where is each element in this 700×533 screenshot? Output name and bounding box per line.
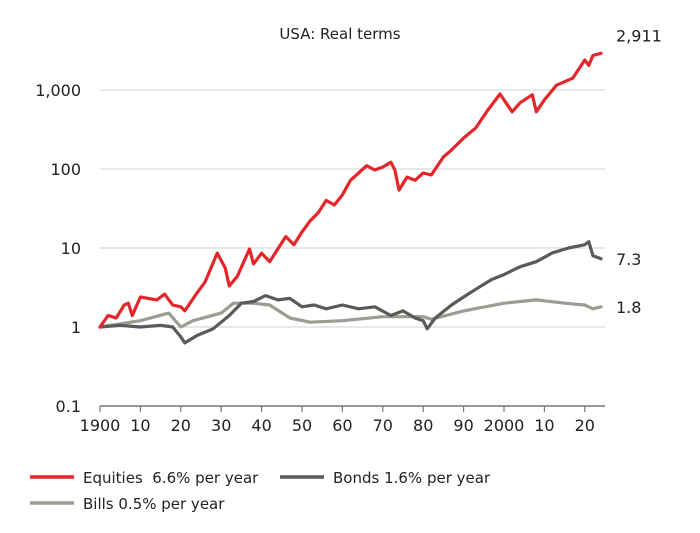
- y-tick-label: 10: [61, 239, 81, 258]
- x-tick-label: 1900: [80, 416, 121, 435]
- x-tick-label: 30: [211, 416, 231, 435]
- y-tick-label: 1: [71, 318, 81, 337]
- series-line-bonds: [98, 240, 603, 345]
- series-line-bills: [98, 298, 603, 329]
- legend-label-bills: Bills 0.5% per year: [83, 495, 225, 513]
- x-tick-label: 60: [332, 416, 352, 435]
- end-label-bills: 1.8: [616, 298, 641, 317]
- chart-title: USA: Real terms: [279, 25, 400, 43]
- x-tick-label: 10: [130, 416, 150, 435]
- series-lines: [98, 51, 603, 345]
- y-tick-label: 1,000: [35, 81, 81, 100]
- x-tick-label: 80: [413, 416, 433, 435]
- legend-label-bonds: Bonds 1.6% per year: [333, 469, 491, 487]
- x-axis: 1900 10 20 30 40 50 60 70 80 90 2000 10 20: [80, 405, 605, 435]
- x-tick-label: 70: [373, 416, 393, 435]
- x-tick-label: 2000: [484, 416, 525, 435]
- end-label-equities: 2,911: [616, 26, 662, 45]
- y-axis-tick-labels: 0.1 1 10 100 1,000: [35, 81, 81, 416]
- x-tick-label: 40: [251, 416, 271, 435]
- y-tick-label: 100: [50, 160, 81, 179]
- x-tick-label: 20: [575, 416, 595, 435]
- end-label-bonds: 7.3: [616, 250, 641, 269]
- legend: Equities 6.6% per year Bonds 1.6% per yea…: [30, 469, 491, 513]
- series-line-equities: [98, 51, 603, 329]
- x-tick-label: 90: [453, 416, 473, 435]
- x-tick-label: 50: [292, 416, 312, 435]
- y-tick-label: 0.1: [56, 397, 81, 416]
- end-labels: 2,911 7.3 1.8: [616, 26, 662, 316]
- x-tick-label: 20: [171, 416, 191, 435]
- legend-label-equities: Equities 6.6% per year: [83, 469, 259, 487]
- x-tick-label: 10: [534, 416, 554, 435]
- gridlines: [100, 89, 605, 328]
